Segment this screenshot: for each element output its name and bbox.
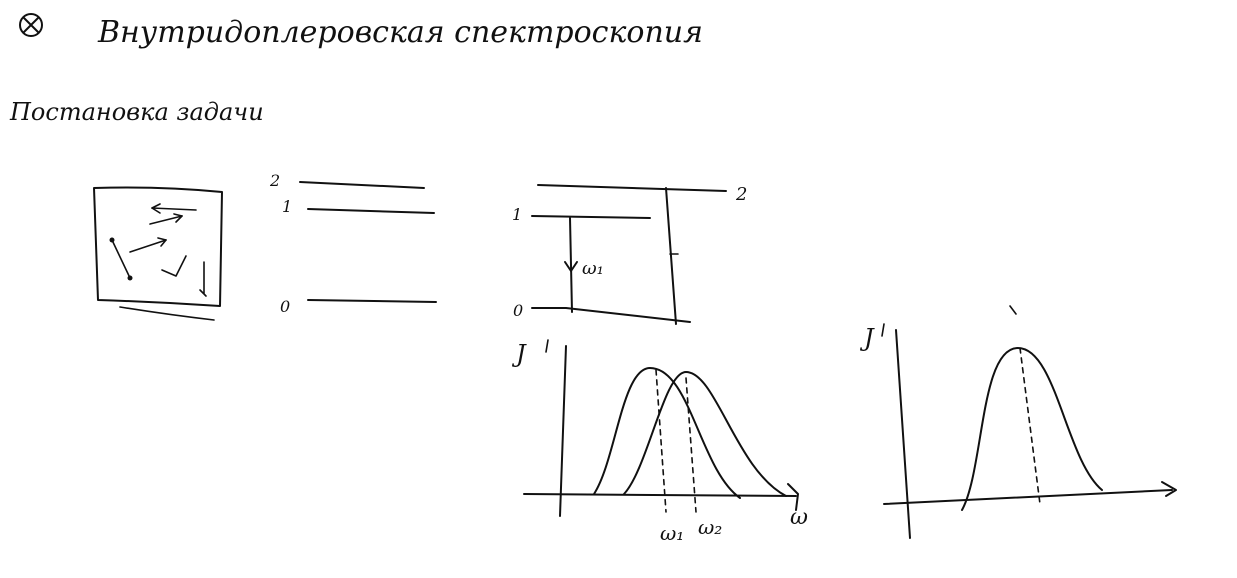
level-1-label-mid: 1 (512, 205, 522, 224)
graph-left-x-label: ω (790, 505, 808, 530)
page-title: Внутридоплеровская спектроскопия (97, 15, 703, 50)
graph-left-y-label: J (511, 340, 527, 368)
tick-omega1: ω₁ (660, 521, 684, 545)
section-heading: Постановка задачи (9, 98, 264, 126)
graph-right-spectrum: J (859, 305, 1177, 539)
graph-right-y-label: J (859, 324, 875, 352)
level-1-label: 1 (282, 197, 292, 216)
energy-levels-left: 2 1 0 (269, 171, 437, 316)
graph-left-spectrum: J ω ω₁ ω₂ (511, 339, 808, 545)
energy-levels-middle: 2 1 0 ω₁ (512, 184, 747, 325)
tick-omega2: ω₂ (698, 515, 722, 539)
molecule-arrows (109, 203, 207, 297)
level-0-label-mid: 0 (513, 301, 523, 320)
molecules-box-diagram (93, 186, 223, 321)
header: Внутридоплеровская спектроскопия Постано… (9, 13, 703, 126)
level-0-label: 0 (280, 297, 290, 316)
level-2-question-label: 2 (735, 184, 747, 205)
level-2-label: 2 (269, 171, 280, 190)
transition-omega1-label: ω₁ (582, 258, 604, 279)
circled-cross-icon (19, 13, 43, 37)
